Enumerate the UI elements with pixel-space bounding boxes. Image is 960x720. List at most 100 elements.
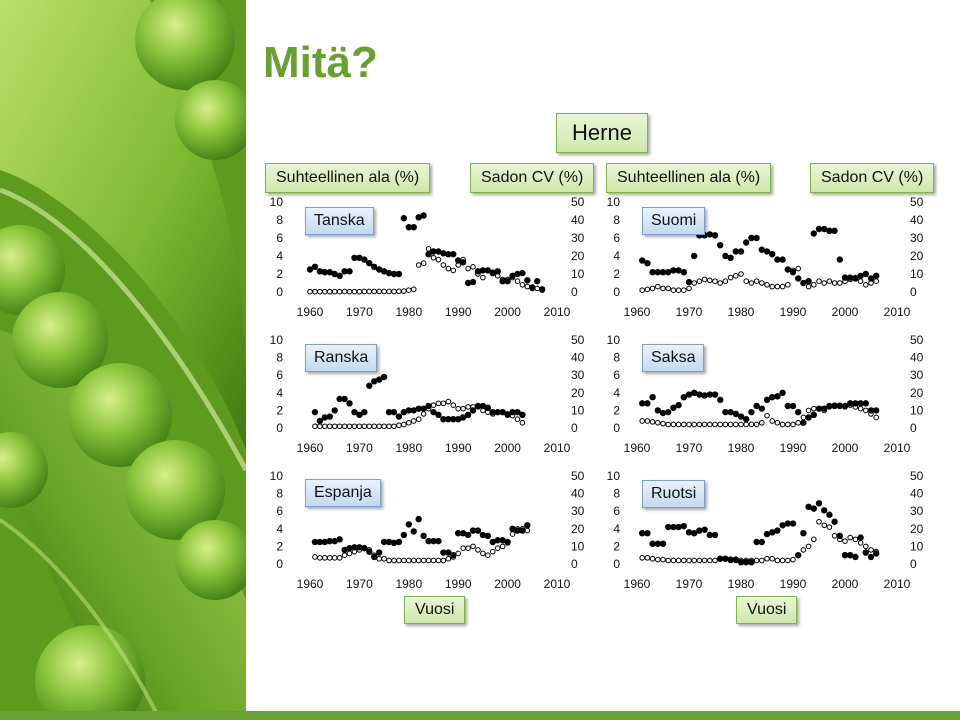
filled-point-suomi — [800, 279, 807, 287]
open-point-tanska — [386, 288, 392, 295]
open-point-saksa — [727, 421, 734, 428]
filled-point-saksa — [795, 408, 802, 416]
y2-tick-label-espanja: 20 — [571, 522, 585, 536]
open-point-ranska — [401, 421, 407, 428]
open-point-suomi — [686, 285, 692, 292]
open-point-saksa — [649, 419, 656, 425]
filled-point-saksa — [862, 400, 869, 407]
open-point-ruotsi — [769, 555, 776, 562]
filled-point-tanska — [455, 257, 462, 264]
open-point-ruotsi — [800, 547, 807, 553]
x-tick-label-ruotsi: 2000 — [832, 577, 859, 591]
filled-point-ranska — [514, 408, 521, 416]
filled-point-suomi — [784, 266, 791, 273]
open-point-saksa — [764, 412, 770, 419]
open-point-espanja — [485, 552, 491, 559]
filled-point-espanja — [346, 544, 353, 552]
open-point-ranska — [514, 416, 521, 423]
open-point-saksa — [722, 421, 729, 428]
filled-point-tanska — [474, 268, 482, 275]
filled-point-suomi — [743, 239, 750, 246]
filled-point-suomi — [711, 232, 719, 239]
bottom-accent-bar — [0, 711, 960, 720]
filled-point-ranska — [311, 408, 319, 416]
filled-point-saksa — [847, 400, 854, 407]
filled-point-tanska — [395, 270, 403, 278]
y-tick-label-espanja: 2 — [276, 539, 283, 553]
open-point-espanja — [509, 531, 516, 537]
open-point-espanja — [420, 557, 427, 564]
open-point-ruotsi — [821, 522, 828, 529]
y2-tick-label-espanja: 10 — [571, 539, 585, 553]
open-point-saksa — [639, 418, 646, 424]
y-tick-label-ruotsi: 8 — [613, 487, 620, 501]
filled-point-suomi — [665, 269, 672, 276]
open-point-tanska — [396, 288, 402, 295]
open-point-ruotsi — [805, 543, 812, 550]
open-point-espanja — [410, 557, 417, 564]
x-tick-label-tanska: 2010 — [544, 305, 571, 319]
open-point-tanska — [435, 256, 442, 263]
filled-point-suomi — [857, 272, 864, 279]
open-point-suomi — [712, 278, 718, 285]
open-point-espanja — [524, 527, 531, 534]
filled-point-tanska — [469, 278, 477, 286]
filled-point-ruotsi — [701, 526, 708, 533]
filled-point-ruotsi — [644, 530, 651, 537]
open-point-ranska — [361, 423, 368, 430]
open-point-ranska — [410, 418, 417, 424]
filled-point-espanja — [440, 549, 447, 556]
y2-tick-label-saksa: 30 — [910, 368, 924, 382]
y-tick-label-tanska: 8 — [276, 213, 283, 227]
filled-point-tanska — [459, 259, 467, 266]
open-point-saksa — [743, 421, 750, 428]
filled-point-ranska — [326, 413, 333, 420]
open-point-tanska — [356, 288, 363, 295]
filled-point-ruotsi — [763, 530, 771, 538]
filled-point-saksa — [800, 419, 807, 426]
open-point-ruotsi — [826, 524, 833, 530]
filled-point-suomi — [644, 260, 651, 267]
filled-point-suomi — [826, 227, 833, 234]
filled-point-ranska — [321, 414, 329, 421]
filled-point-saksa — [711, 391, 719, 398]
filled-point-ranska — [509, 408, 516, 416]
y2-tick-label-saksa: 40 — [910, 351, 924, 365]
filled-point-espanja — [410, 528, 417, 535]
open-point-ranska — [420, 411, 427, 417]
open-point-suomi — [738, 271, 744, 277]
y-tick-label-ruotsi: 0 — [613, 557, 620, 571]
y2-tick-label-ruotsi: 0 — [910, 557, 917, 571]
y-tick-label-tanska: 0 — [276, 285, 283, 299]
filled-point-espanja — [464, 531, 472, 539]
open-point-tanska — [445, 265, 452, 272]
open-point-suomi — [774, 283, 781, 290]
open-point-tanska — [346, 288, 353, 295]
filled-point-ranska — [519, 411, 526, 418]
x-tick-label-espanja: 1980 — [395, 577, 422, 591]
x-tick-label-saksa: 1960 — [624, 441, 651, 455]
open-point-espanja — [317, 555, 323, 561]
x-axis-label-left: Vuosi — [404, 596, 466, 624]
filled-point-tanska — [534, 278, 541, 285]
x-tick-label-saksa: 1990 — [780, 441, 807, 455]
open-point-saksa — [805, 407, 812, 414]
filled-point-tanska — [524, 277, 531, 284]
open-point-tanska — [420, 260, 427, 267]
y-tick-label-suomi: 6 — [613, 231, 620, 245]
filled-point-saksa — [680, 394, 687, 401]
filled-point-suomi — [706, 231, 713, 238]
filled-point-espanja — [435, 537, 442, 545]
x-tick-label-espanja: 1960 — [297, 577, 324, 591]
filled-point-saksa — [826, 402, 833, 410]
filled-point-ruotsi — [852, 553, 859, 561]
y2-tick-label-suomi: 30 — [910, 231, 924, 245]
filled-point-espanja — [420, 532, 427, 540]
y-tick-label-ranska: 4 — [276, 386, 283, 400]
filled-point-ranska — [469, 407, 477, 414]
filled-point-suomi — [748, 234, 755, 242]
filled-point-suomi — [873, 272, 880, 279]
filled-point-ruotsi — [784, 520, 791, 527]
filled-point-suomi — [685, 278, 693, 286]
y-tick-label-espanja: 8 — [276, 487, 283, 501]
